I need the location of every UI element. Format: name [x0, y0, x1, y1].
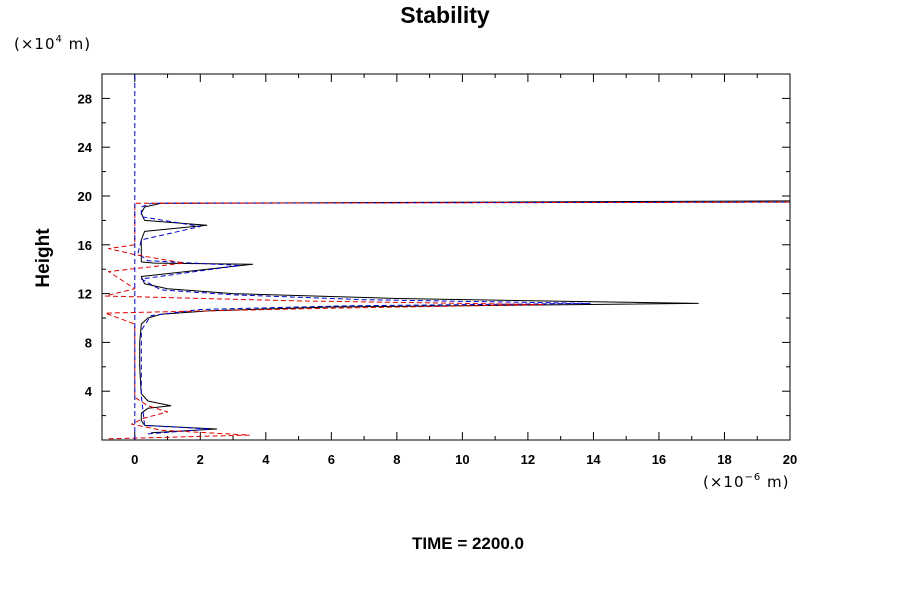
- x-tick-label: 6: [328, 452, 335, 467]
- series-line-1: [139, 200, 790, 434]
- axis-ticks: [101, 74, 791, 440]
- y-tick-label: 28: [78, 91, 92, 106]
- x-tick-label: 18: [717, 452, 731, 467]
- x-tick-label: 14: [586, 452, 601, 467]
- chart-title: Stability: [400, 2, 490, 28]
- y-axis-unit: (×104 m): [14, 34, 91, 53]
- series-line-2: [137, 201, 790, 435]
- y-tick-label: 20: [78, 189, 92, 204]
- series-line-3: [104, 201, 790, 440]
- y-tick-label: 4: [85, 384, 93, 399]
- x-tick-label: 0: [131, 452, 138, 467]
- x-tick-label: 10: [455, 452, 469, 467]
- y-tick-label: 24: [78, 140, 93, 155]
- x-tick-label: 16: [652, 452, 666, 467]
- time-caption: TIME = 2200.0: [412, 534, 524, 553]
- x-tick-label: 2: [197, 452, 204, 467]
- plot-frame: [101, 73, 791, 441]
- x-tick-label: 12: [521, 452, 535, 467]
- y-axis-label: Height: [33, 228, 54, 288]
- plot-area: [104, 74, 790, 440]
- x-tick-label: 8: [393, 452, 400, 467]
- y-tick-label: 12: [78, 287, 92, 302]
- y-tick-label: 16: [78, 238, 92, 253]
- x-tick-label: 4: [262, 452, 270, 467]
- x-axis-unit: (×10−6 m): [703, 472, 790, 491]
- x-tick-label: 20: [783, 452, 797, 467]
- y-tick-label: 8: [85, 335, 92, 350]
- series-group: [104, 74, 790, 440]
